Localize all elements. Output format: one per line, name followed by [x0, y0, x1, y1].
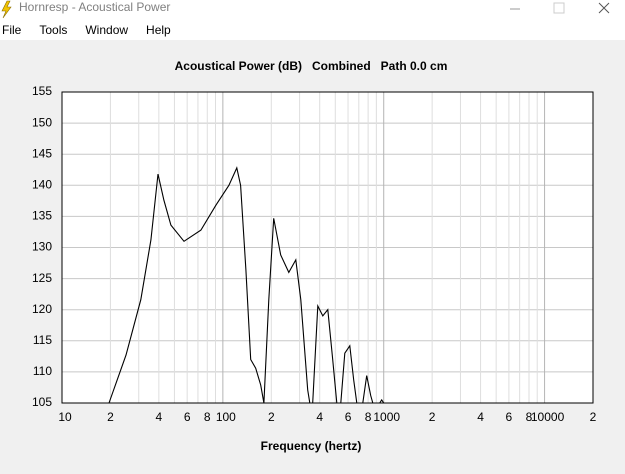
y-tick-label: 140 — [32, 177, 52, 191]
y-tick-label: 145 — [32, 146, 52, 160]
x-tick-label: 4 — [477, 410, 484, 424]
maximize[interactable] — [553, 2, 565, 14]
x-tick-label: 2 — [268, 410, 275, 424]
x-tick-label: 4 — [156, 410, 163, 424]
x-tick-label: 1000 — [373, 410, 400, 424]
y-tick-label: 105 — [32, 395, 52, 409]
y-tick-label: 125 — [32, 271, 52, 285]
close[interactable] — [598, 2, 610, 14]
x-tick-label: 6 — [345, 410, 352, 424]
x-tick-label: 2 — [590, 410, 597, 424]
window-title: Hornresp - Acoustical Power — [19, 0, 170, 14]
x-tick-label: 10 — [58, 410, 72, 424]
x-tick-label: 8 — [204, 410, 211, 424]
x-tick-label: 8 — [365, 410, 372, 424]
x-tick-label: 10000 — [531, 410, 565, 424]
x-tick-label: 8 — [526, 410, 533, 424]
y-tick-label: 150 — [32, 115, 52, 129]
data-line — [108, 166, 385, 404]
x-axis-label: Frequency (hertz) — [261, 439, 362, 453]
plot-border — [61, 91, 594, 404]
x-tick-label: 6 — [506, 410, 513, 424]
y-tick-label: 135 — [32, 209, 52, 223]
y-tick-label: 155 — [32, 84, 52, 98]
y-tick-label: 115 — [33, 333, 52, 347]
menu-bar — [0, 20, 625, 40]
chart-title: Acoustical Power (dB) Combined Path 0.0 … — [175, 59, 448, 73]
y-tick-label: 120 — [32, 302, 52, 316]
y-tick-label: 110 — [33, 364, 52, 378]
app-icon — [1, 0, 12, 19]
x-tick-label: 2 — [429, 410, 436, 424]
menu-item[interactable]: Window — [85, 23, 128, 37]
title-bar — [0, 0, 625, 20]
x-tick-label: 2 — [107, 410, 114, 424]
menu-item[interactable]: Tools — [39, 23, 67, 37]
x-tick-label: 4 — [316, 410, 323, 424]
x-tick-label: 100 — [216, 410, 236, 424]
menu-item[interactable]: Help — [146, 23, 171, 37]
y-tick-label: 130 — [32, 240, 52, 254]
menu-item[interactable]: File — [2, 23, 22, 37]
x-tick-label: 6 — [184, 410, 191, 424]
